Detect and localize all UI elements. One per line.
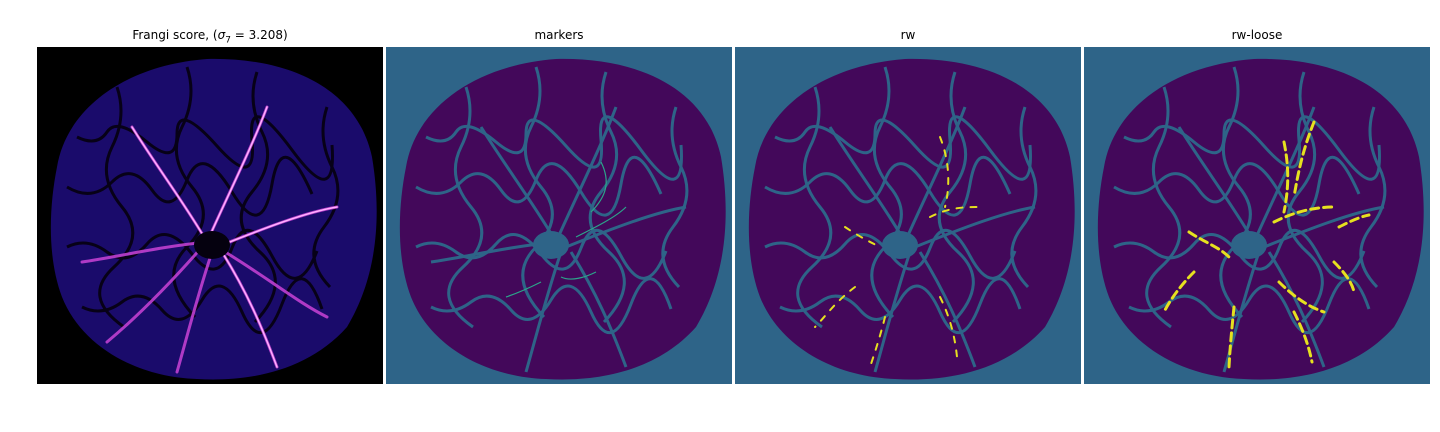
panel-title-rw-loose: rw-loose bbox=[1231, 28, 1283, 42]
rw-image-panel bbox=[735, 47, 1081, 384]
rw-image bbox=[735, 47, 1081, 384]
frangi-image-panel bbox=[37, 47, 383, 384]
panel-title-rw: rw bbox=[900, 28, 916, 42]
rw-loose-image bbox=[1084, 47, 1430, 384]
markers-image-panel bbox=[386, 47, 732, 384]
panel-title-markers: markers bbox=[534, 28, 584, 42]
markers-image bbox=[386, 47, 732, 384]
panel-title-frangi: Frangi score, (σ7 = 3.208) bbox=[132, 28, 288, 46]
frangi-image bbox=[37, 47, 383, 384]
rw-loose-image-panel bbox=[1084, 47, 1430, 384]
